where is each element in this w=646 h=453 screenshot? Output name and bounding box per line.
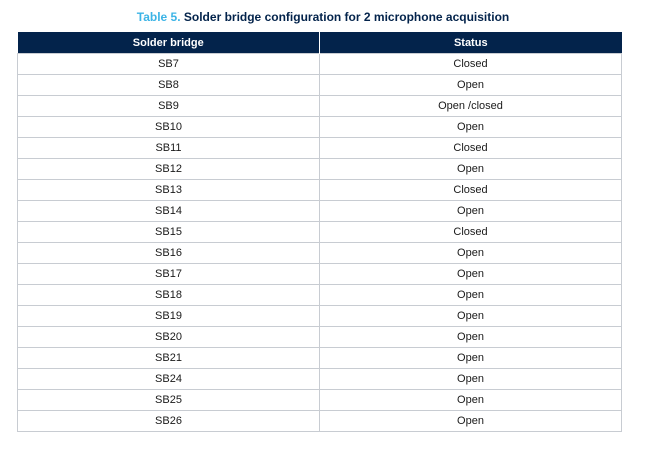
cell-status: Open xyxy=(319,389,622,411)
cell-status: Open xyxy=(319,263,622,285)
cell-solder-bridge: SB26 xyxy=(17,410,320,432)
table-row: SB13 Closed xyxy=(17,179,622,201)
table-row: SB19 Open xyxy=(17,305,622,327)
table-row: SB8 Open xyxy=(17,74,622,96)
table-caption: Table 5. Solder bridge configuration for… xyxy=(0,10,646,24)
table-row: SB7 Closed xyxy=(17,53,622,75)
cell-solder-bridge: SB14 xyxy=(17,200,320,222)
table-number: Table 5. xyxy=(136,10,181,24)
table-row: SB16 Open xyxy=(17,242,622,264)
cell-solder-bridge: SB12 xyxy=(17,158,320,180)
cell-solder-bridge: SB13 xyxy=(17,179,320,201)
cell-status: Open xyxy=(319,284,622,306)
table-row: SB20 Open xyxy=(17,326,622,348)
cell-status: Open xyxy=(319,410,622,432)
table-row: SB9 Open /closed xyxy=(17,95,622,117)
cell-solder-bridge: SB24 xyxy=(17,368,320,390)
table-row: SB17 Open xyxy=(17,263,622,285)
cell-status: Open xyxy=(319,158,622,180)
header-status: Status xyxy=(319,32,622,54)
cell-solder-bridge: SB20 xyxy=(17,326,320,348)
cell-status: Closed xyxy=(319,53,622,75)
table-row: SB25 Open xyxy=(17,389,622,411)
cell-solder-bridge: SB9 xyxy=(17,95,320,117)
table-body: SB7 Closed SB8 Open SB9 Open /closed SB10 Open S… xyxy=(17,53,622,432)
cell-solder-bridge: SB21 xyxy=(17,347,320,369)
cell-solder-bridge: SB7 xyxy=(17,53,320,75)
cell-status: Open xyxy=(319,347,622,369)
table-row: SB11 Closed xyxy=(17,137,622,159)
cell-status: Open xyxy=(319,116,622,138)
header-row: Solder bridge Status xyxy=(17,32,622,54)
table-row: SB14 Open xyxy=(17,200,622,222)
table-row: SB12 Open xyxy=(17,158,622,180)
cell-status: Open xyxy=(319,200,622,222)
solder-bridge-table: Solder bridge Status SB7 Closed SB8 Open SB9… xyxy=(17,32,622,432)
cell-status: Closed xyxy=(319,137,622,159)
cell-status: Open /closed xyxy=(319,95,622,117)
table-row: SB21 Open xyxy=(17,347,622,369)
table-row: SB18 Open xyxy=(17,284,622,306)
cell-solder-bridge: SB15 xyxy=(17,221,320,243)
header-solder-bridge: Solder bridge xyxy=(17,32,320,54)
cell-status: Closed xyxy=(319,179,622,201)
table-header: Solder bridge Status xyxy=(17,32,622,54)
cell-solder-bridge: SB11 xyxy=(17,137,320,159)
cell-solder-bridge: SB17 xyxy=(17,263,320,285)
cell-solder-bridge: SB10 xyxy=(17,116,320,138)
cell-status: Open xyxy=(319,326,622,348)
cell-status: Open xyxy=(319,74,622,96)
cell-solder-bridge: SB16 xyxy=(17,242,320,264)
cell-status: Open xyxy=(319,242,622,264)
table-row: SB15 Closed xyxy=(17,221,622,243)
cell-status: Closed xyxy=(319,221,622,243)
cell-status: Open xyxy=(319,305,622,327)
table-title: Solder bridge configuration for 2 microp… xyxy=(183,10,510,24)
cell-solder-bridge: SB25 xyxy=(17,389,320,411)
cell-solder-bridge: SB18 xyxy=(17,284,320,306)
cell-solder-bridge: SB19 xyxy=(17,305,320,327)
table-row: SB24 Open xyxy=(17,368,622,390)
table-row: SB26 Open xyxy=(17,410,622,432)
cell-status: Open xyxy=(319,368,622,390)
table-row: SB10 Open xyxy=(17,116,622,138)
cell-solder-bridge: SB8 xyxy=(17,74,320,96)
